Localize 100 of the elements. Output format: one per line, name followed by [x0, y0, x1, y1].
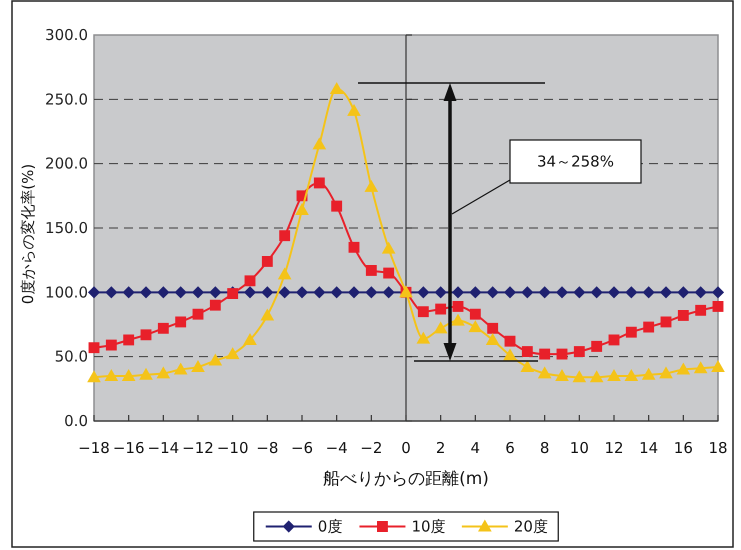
point — [314, 178, 325, 188]
y-tick-label: 200.0 — [45, 154, 88, 173]
x-tick-label: 12 — [604, 439, 624, 457]
point — [330, 82, 344, 94]
point — [295, 203, 309, 216]
point — [122, 286, 135, 298]
point — [434, 286, 447, 298]
point — [122, 369, 136, 381]
point — [157, 286, 170, 298]
x-tick-label: −16 — [112, 439, 144, 457]
y-tick-label: 300.0 — [45, 26, 88, 44]
x-tick-label: −18 — [78, 439, 110, 457]
point — [210, 300, 221, 311]
point — [139, 368, 153, 380]
point — [104, 369, 118, 381]
point — [608, 286, 620, 298]
point — [278, 268, 292, 280]
point — [174, 286, 187, 298]
point — [678, 310, 689, 321]
legend-label: 0度 — [318, 518, 342, 536]
point — [88, 286, 100, 298]
x-tick-label: −14 — [148, 439, 180, 457]
point — [174, 362, 188, 375]
point — [243, 333, 257, 345]
point — [348, 286, 360, 298]
legend-label: 10度 — [411, 518, 446, 536]
point — [191, 360, 205, 372]
point — [364, 180, 378, 192]
point — [434, 322, 448, 334]
point — [192, 308, 204, 320]
point — [626, 326, 637, 338]
point — [175, 316, 186, 328]
point — [677, 286, 690, 298]
point — [694, 362, 708, 374]
point — [642, 286, 655, 298]
point — [348, 242, 360, 253]
point — [88, 342, 100, 354]
point — [574, 346, 585, 357]
point — [591, 340, 602, 352]
x-tick-label: 18 — [708, 439, 728, 457]
point — [607, 369, 621, 381]
y-tick-label: 100.0 — [45, 283, 88, 302]
point — [244, 286, 256, 298]
point — [382, 242, 396, 254]
point — [105, 286, 118, 298]
point — [643, 322, 654, 333]
point — [590, 370, 604, 382]
x-tick-label: −6 — [290, 439, 314, 457]
point — [383, 268, 394, 278]
point — [556, 286, 568, 298]
point — [486, 286, 499, 298]
point — [695, 304, 706, 316]
point — [712, 301, 724, 312]
x-tick-label: −12 — [182, 439, 214, 457]
point — [660, 316, 672, 328]
point — [87, 370, 101, 382]
y-tick-label: 0.0 — [64, 412, 88, 430]
point — [676, 362, 690, 375]
point — [504, 286, 516, 298]
y-tick-label: 50.0 — [54, 348, 88, 366]
point — [435, 304, 446, 314]
x-tick-label: −8 — [256, 439, 278, 457]
point — [296, 286, 308, 298]
point — [418, 306, 429, 318]
point — [208, 354, 222, 366]
point — [470, 308, 481, 320]
x-tick-label: −4 — [326, 439, 348, 457]
point — [659, 366, 673, 378]
point — [468, 320, 482, 332]
y-tick-label: 150.0 — [45, 219, 88, 237]
annotation: 34～258% — [537, 152, 614, 170]
point — [417, 286, 430, 298]
point — [590, 286, 603, 298]
x-tick-label: 2 — [436, 439, 446, 457]
point — [366, 265, 377, 276]
point — [624, 369, 638, 381]
point — [192, 286, 204, 298]
point — [156, 366, 170, 378]
point — [278, 286, 291, 298]
x-tick-label: 8 — [540, 439, 550, 457]
point — [140, 329, 152, 340]
point — [486, 333, 500, 345]
point — [106, 340, 117, 351]
point — [521, 286, 534, 298]
point — [712, 286, 724, 298]
point — [504, 336, 516, 347]
point — [711, 360, 725, 372]
point — [573, 286, 586, 298]
point — [416, 332, 430, 344]
point — [538, 286, 551, 298]
point — [365, 286, 378, 298]
x-tick-label: −10 — [216, 439, 248, 457]
point — [209, 286, 222, 298]
point — [347, 104, 361, 116]
point — [313, 286, 326, 298]
point — [487, 322, 498, 334]
point — [625, 286, 638, 298]
point — [503, 348, 517, 360]
point — [520, 360, 534, 372]
x-tick-label: 16 — [674, 439, 693, 457]
